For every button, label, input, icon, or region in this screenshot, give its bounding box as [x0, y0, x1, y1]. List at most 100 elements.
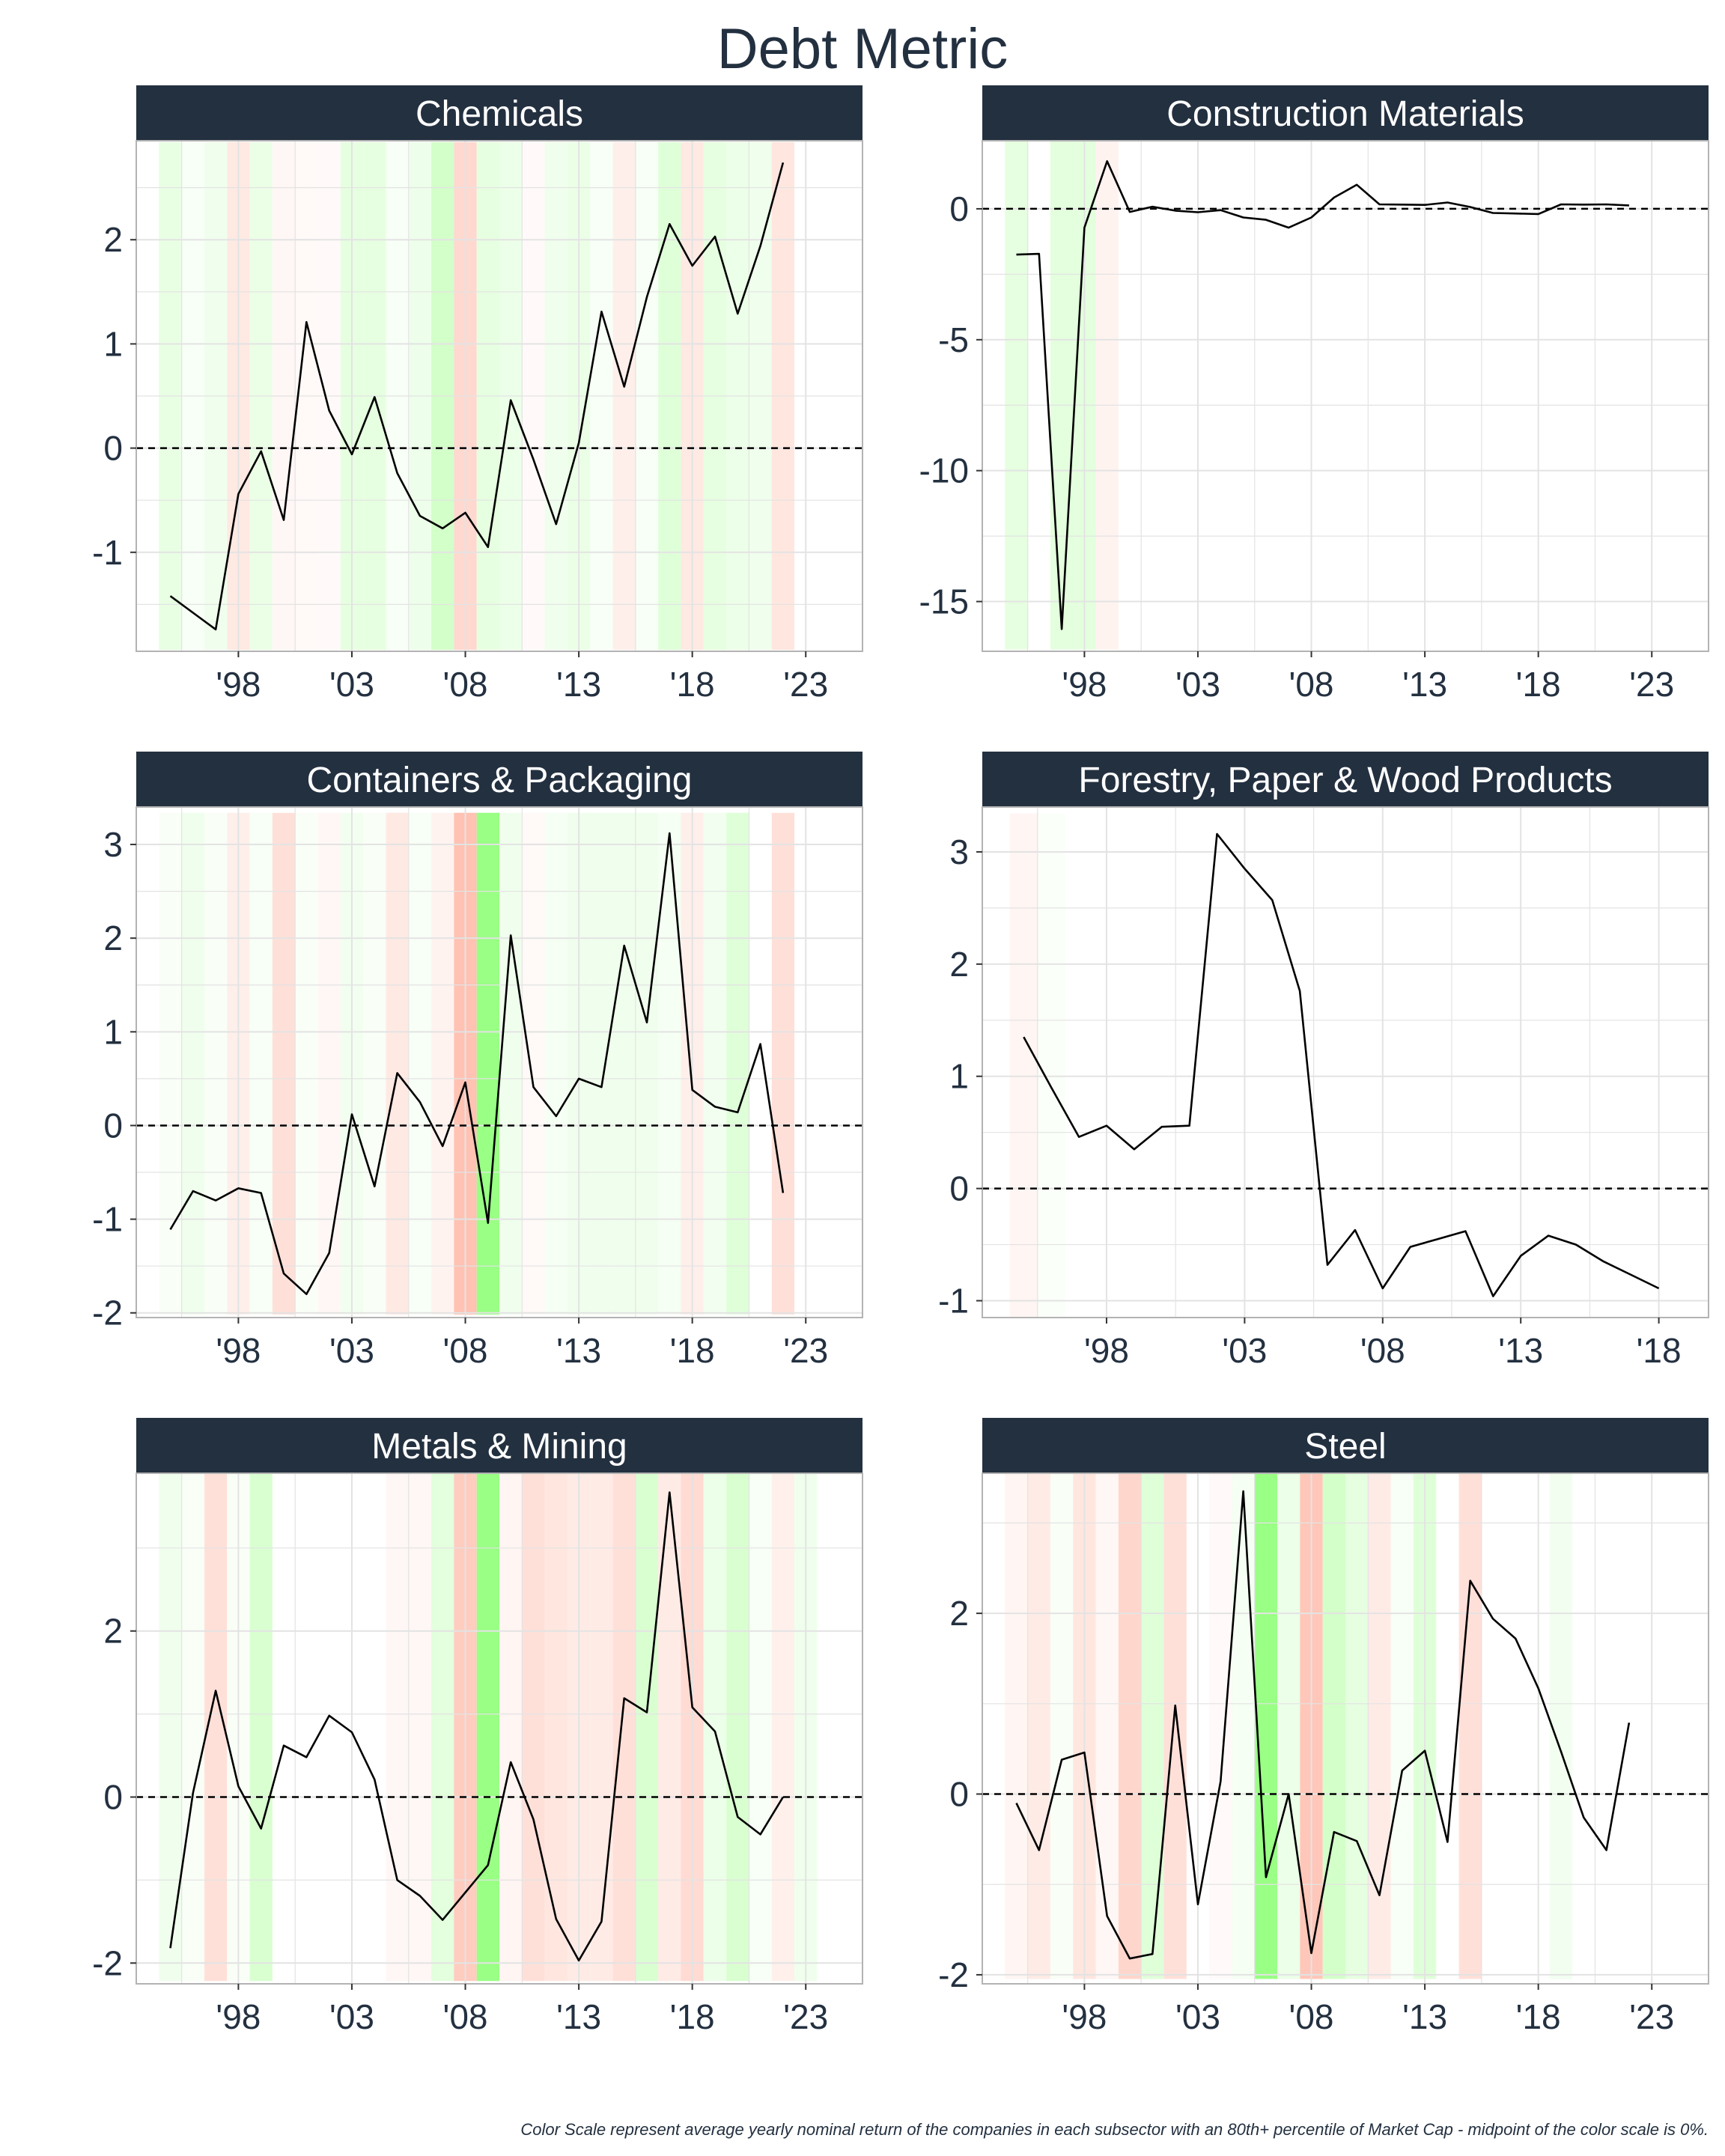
panel-strip: [136, 85, 862, 141]
x-tick-label: '08: [443, 1997, 488, 2036]
x-tick-label: '23: [1629, 665, 1674, 704]
x-tick-label: '98: [216, 665, 261, 704]
return-band: [249, 1473, 273, 1982]
return-band: [476, 812, 499, 1315]
x-tick-label: '13: [556, 1997, 601, 2036]
x-tick-label: '98: [1084, 1331, 1129, 1370]
return-band: [612, 812, 636, 1315]
return-band: [1209, 1473, 1232, 1979]
panel-plot-area: [982, 807, 1709, 1318]
return-band: [1232, 1473, 1255, 1979]
return-band: [204, 812, 228, 1315]
return-band: [1368, 1473, 1391, 1979]
x-tick-label: '08: [1289, 1997, 1334, 2036]
y-tick-label: -10: [919, 451, 969, 490]
return-band: [1037, 813, 1065, 1317]
y-tick-label: -5: [938, 320, 969, 359]
return-band: [658, 812, 681, 1315]
x-tick-label: '98: [1062, 1997, 1107, 2036]
panel-plot-area: [982, 1473, 1709, 1984]
x-tick-label: '98: [216, 1997, 261, 2036]
x-tick-label: '13: [1402, 1997, 1447, 2036]
return-band: [499, 1473, 523, 1982]
panel-strip: [136, 1418, 862, 1473]
return-band: [295, 812, 318, 1315]
x-tick-label: '23: [783, 1331, 828, 1370]
x-tick-label: '08: [1289, 665, 1334, 704]
x-tick-label: '08: [443, 1331, 488, 1370]
y-tick-label: 2: [949, 945, 969, 984]
x-tick-label: '03: [1175, 1997, 1220, 2036]
return-band: [317, 812, 341, 1315]
panel-title: Metals & Mining: [371, 1427, 627, 1467]
return-band: [1095, 141, 1119, 650]
y-tick-label: 0: [949, 1169, 969, 1208]
return-band: [703, 1473, 727, 1982]
x-tick-label: '18: [1516, 1997, 1561, 2036]
panel-plot-area: [136, 807, 862, 1318]
y-tick-label: 0: [103, 1106, 123, 1145]
panel: Containers & Packaging -2 -1 0 1 2 3 '98 '03 '08 '…: [92, 752, 863, 1370]
x-tick-label: '03: [329, 1997, 374, 2036]
y-tick-label: 0: [949, 189, 969, 228]
return-band: [386, 1473, 409, 1982]
series-line: [1023, 832, 1660, 1297]
return-band: [522, 812, 545, 1315]
x-tick-label: '18: [670, 1997, 715, 2036]
return-band: [249, 812, 273, 1315]
x-tick-label: '03: [1175, 665, 1220, 704]
panel-border: [136, 1473, 863, 1985]
panel-strip: [982, 752, 1709, 807]
y-tick-label: -1: [938, 1282, 969, 1321]
x-tick-label: '23: [783, 665, 828, 704]
return-band: [386, 812, 409, 1315]
return-band: [726, 1473, 749, 1982]
return-band: [1141, 1473, 1164, 1979]
x-tick-label: '03: [1222, 1331, 1267, 1370]
return-band: [522, 1473, 545, 1982]
x-tick-label: '98: [216, 1331, 261, 1370]
y-tick-label: -15: [919, 582, 969, 621]
panel: Construction Materials -15 -10 -5 0 '98 '03 '08…: [919, 85, 1709, 704]
return-band: [612, 1473, 636, 1982]
panel: Steel -2 0 2 '98 '03 '08 '13 '18 '23: [938, 1418, 1709, 2036]
color-scale-caption: Color Scale represent average yearly nom…: [520, 2120, 1709, 2139]
return-band: [1254, 1473, 1278, 1979]
series-line: [169, 832, 785, 1295]
return-band: [499, 812, 523, 1315]
y-tick-label: 3: [103, 825, 123, 864]
return-band: [749, 1473, 772, 1982]
panel-border: [136, 140, 863, 652]
return-band: [1095, 1473, 1119, 1979]
x-tick-label: '03: [329, 665, 374, 704]
panel-border: [136, 806, 863, 1318]
return-band: [544, 812, 568, 1315]
return-band: [159, 1473, 182, 1982]
y-tick-label: 0: [103, 1777, 123, 1816]
return-band: [1345, 1473, 1369, 1979]
x-tick-label: '03: [329, 1331, 374, 1370]
panel-border: [982, 806, 1709, 1318]
y-tick-label: 2: [949, 1594, 969, 1633]
panel-title: Forestry, Paper & Wood Products: [1078, 761, 1612, 800]
y-tick-label: 2: [103, 220, 123, 259]
y-tick-label: 2: [103, 919, 123, 957]
y-tick-label: 0: [949, 1775, 969, 1814]
return-band: [1163, 1473, 1187, 1979]
panel-title: Chemicals: [416, 94, 583, 134]
y-tick-label: -1: [92, 1200, 123, 1239]
return-band: [1050, 1473, 1074, 1979]
return-band: [635, 812, 659, 1315]
x-tick-label: '13: [556, 1331, 601, 1370]
x-tick-label: '18: [670, 1331, 715, 1370]
panel: Forestry, Paper & Wood Products -1 0 1 2 3 '98…: [938, 752, 1709, 1370]
return-band: [1549, 1473, 1573, 1979]
return-band: [363, 812, 386, 1315]
return-band: [703, 812, 727, 1315]
x-tick-label: '13: [1402, 665, 1447, 704]
panel-strip: [982, 85, 1709, 141]
x-tick-label: '23: [783, 1997, 828, 2036]
return-band: [1390, 1473, 1414, 1979]
panel-plot-area: [982, 141, 1709, 651]
return-band: [726, 812, 749, 1315]
